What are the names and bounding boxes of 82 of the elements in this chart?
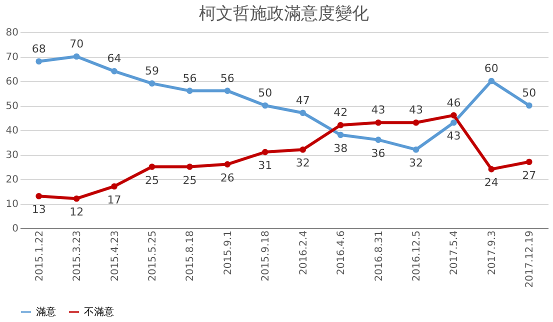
point xyxy=(412,146,420,153)
point xyxy=(262,102,268,109)
data-label: 56 xyxy=(182,72,197,85)
y-tick-label: 30 xyxy=(6,150,18,161)
legend-label: 不滿意 xyxy=(84,306,114,318)
point xyxy=(224,88,231,94)
point xyxy=(488,166,495,172)
data-label: 64 xyxy=(107,52,122,66)
point xyxy=(337,122,344,128)
data-label: 12 xyxy=(70,206,84,219)
point xyxy=(36,192,42,200)
y-tick-label: 40 xyxy=(6,126,18,136)
x-tick-label: 2016.12.5 xyxy=(412,230,422,282)
point xyxy=(526,158,532,166)
point xyxy=(148,80,156,87)
data-label: 25 xyxy=(182,174,197,187)
data-label: 13 xyxy=(32,203,46,216)
point xyxy=(262,148,268,156)
x-tick-label: 2016.8.31 xyxy=(374,230,385,282)
data-label: 59 xyxy=(145,64,159,78)
point xyxy=(186,164,193,170)
data-label: 26 xyxy=(220,171,234,184)
x-tick-label: 2017.12.19 xyxy=(524,230,536,288)
data-label: 70 xyxy=(70,38,84,50)
point xyxy=(73,53,80,60)
point xyxy=(450,119,457,126)
data-label: 42 xyxy=(334,106,348,120)
x-tick-label: 2015.9.1 xyxy=(222,230,234,276)
y-tick-label: 20 xyxy=(6,174,18,186)
point xyxy=(375,119,382,126)
y-tick-label: 80 xyxy=(6,28,18,38)
y-tick-label: 50 xyxy=(6,101,18,112)
data-label: 68 xyxy=(32,42,46,56)
point xyxy=(337,132,344,138)
data-label: 43 xyxy=(446,130,461,143)
y-tick-label: 60 xyxy=(6,76,18,88)
point xyxy=(36,58,42,65)
x-tick-label: 2016.4.6 xyxy=(336,230,348,276)
data-label: 46 xyxy=(446,96,461,110)
point xyxy=(111,183,118,190)
x-tick-label: 2015.8.18 xyxy=(185,230,196,282)
chart-title: 柯文哲施政滿意度變化 xyxy=(199,4,369,24)
data-label: 32 xyxy=(409,156,423,170)
data-label: 60 xyxy=(484,62,498,75)
data-label: 50 xyxy=(258,86,272,100)
data-label: 32 xyxy=(296,156,310,170)
x-tick-label: 2017.5.4 xyxy=(449,230,460,276)
point xyxy=(148,164,156,170)
data-label: 17 xyxy=(107,193,122,206)
y-tick-label: 70 xyxy=(6,52,18,63)
point xyxy=(300,146,306,153)
data-label: 50 xyxy=(522,86,536,100)
data-label: 27 xyxy=(522,168,536,182)
x-tick-label: 2016.2.4 xyxy=(298,230,310,276)
x-tick-label: 2015.1.22 xyxy=(34,230,46,282)
point xyxy=(450,112,457,118)
point xyxy=(526,102,532,109)
data-label: 24 xyxy=(484,176,498,190)
data-label: 43 xyxy=(409,104,423,117)
data-label: 47 xyxy=(296,94,310,107)
data-label: 25 xyxy=(145,174,159,187)
legend-label: 滿意 xyxy=(36,306,56,318)
x-tick-label: 2015.5.25 xyxy=(148,230,158,282)
point xyxy=(224,161,231,168)
x-tick-label: 2017.9.3 xyxy=(486,230,498,276)
x-tick-label: 2015.3.23 xyxy=(72,230,84,282)
y-tick-label: 10 xyxy=(6,199,18,210)
data-label: 31 xyxy=(258,159,272,172)
point xyxy=(375,136,382,143)
point xyxy=(300,110,306,116)
data-label: 38 xyxy=(334,142,348,155)
point xyxy=(488,78,495,84)
y-tick-label: 0 xyxy=(12,224,18,234)
point xyxy=(412,119,420,126)
data-label: 56 xyxy=(220,72,234,85)
x-tick-label: 2015.9.18 xyxy=(260,230,272,282)
point xyxy=(111,68,118,74)
data-label: 43 xyxy=(371,104,386,117)
point xyxy=(73,195,80,202)
point xyxy=(186,88,193,94)
data-label: 36 xyxy=(371,146,386,160)
x-tick-label: 2015.4.23 xyxy=(110,230,121,282)
